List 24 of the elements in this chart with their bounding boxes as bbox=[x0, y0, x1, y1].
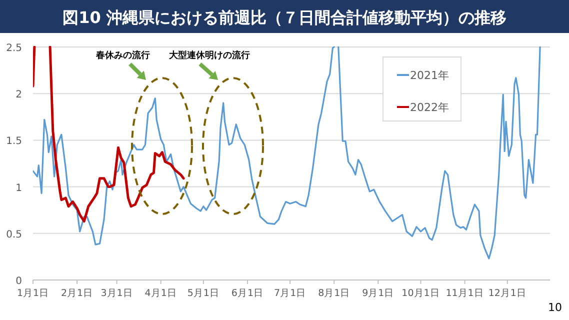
x-tick-label: 1月1日 bbox=[16, 288, 50, 299]
x-tick-label: 3月1日 bbox=[100, 288, 133, 299]
annotation: 大型連休明けの流行 bbox=[169, 50, 250, 61]
y-tick-label: 2.5 bbox=[6, 43, 22, 54]
y-tick-label: 1 bbox=[16, 182, 22, 194]
y-tick-label: 0.5 bbox=[6, 229, 22, 240]
x-tick-label: 11月1日 bbox=[446, 288, 484, 299]
x-tick-label: 2月1日 bbox=[60, 288, 94, 299]
y-tick-label: 0 bbox=[16, 276, 22, 287]
x-tick-label: 6月1日 bbox=[231, 288, 264, 299]
x-tick-label: 10月1日 bbox=[402, 288, 440, 299]
y-tick-label: 1.5 bbox=[6, 136, 22, 148]
annotation: 春休みの流行 bbox=[95, 50, 150, 61]
x-tick-label: 8月1日 bbox=[318, 288, 350, 299]
legend-label: 2021年 bbox=[410, 69, 449, 82]
x-tick-label: 5月1日 bbox=[187, 288, 220, 299]
text: 10 bbox=[548, 301, 562, 314]
chart-title: 図10 沖縄県における前週比（７日間合計値移動平均）の推移 bbox=[62, 8, 506, 27]
x-tick-label: 12月1日 bbox=[488, 288, 526, 299]
x-tick-label: 4月1日 bbox=[144, 288, 177, 299]
y-tick-label: 2 bbox=[16, 90, 22, 101]
x-tick-label: 9月1日 bbox=[362, 288, 394, 299]
legend-label: 2022年 bbox=[410, 101, 449, 114]
x-tick-label: 7月1日 bbox=[274, 288, 306, 299]
